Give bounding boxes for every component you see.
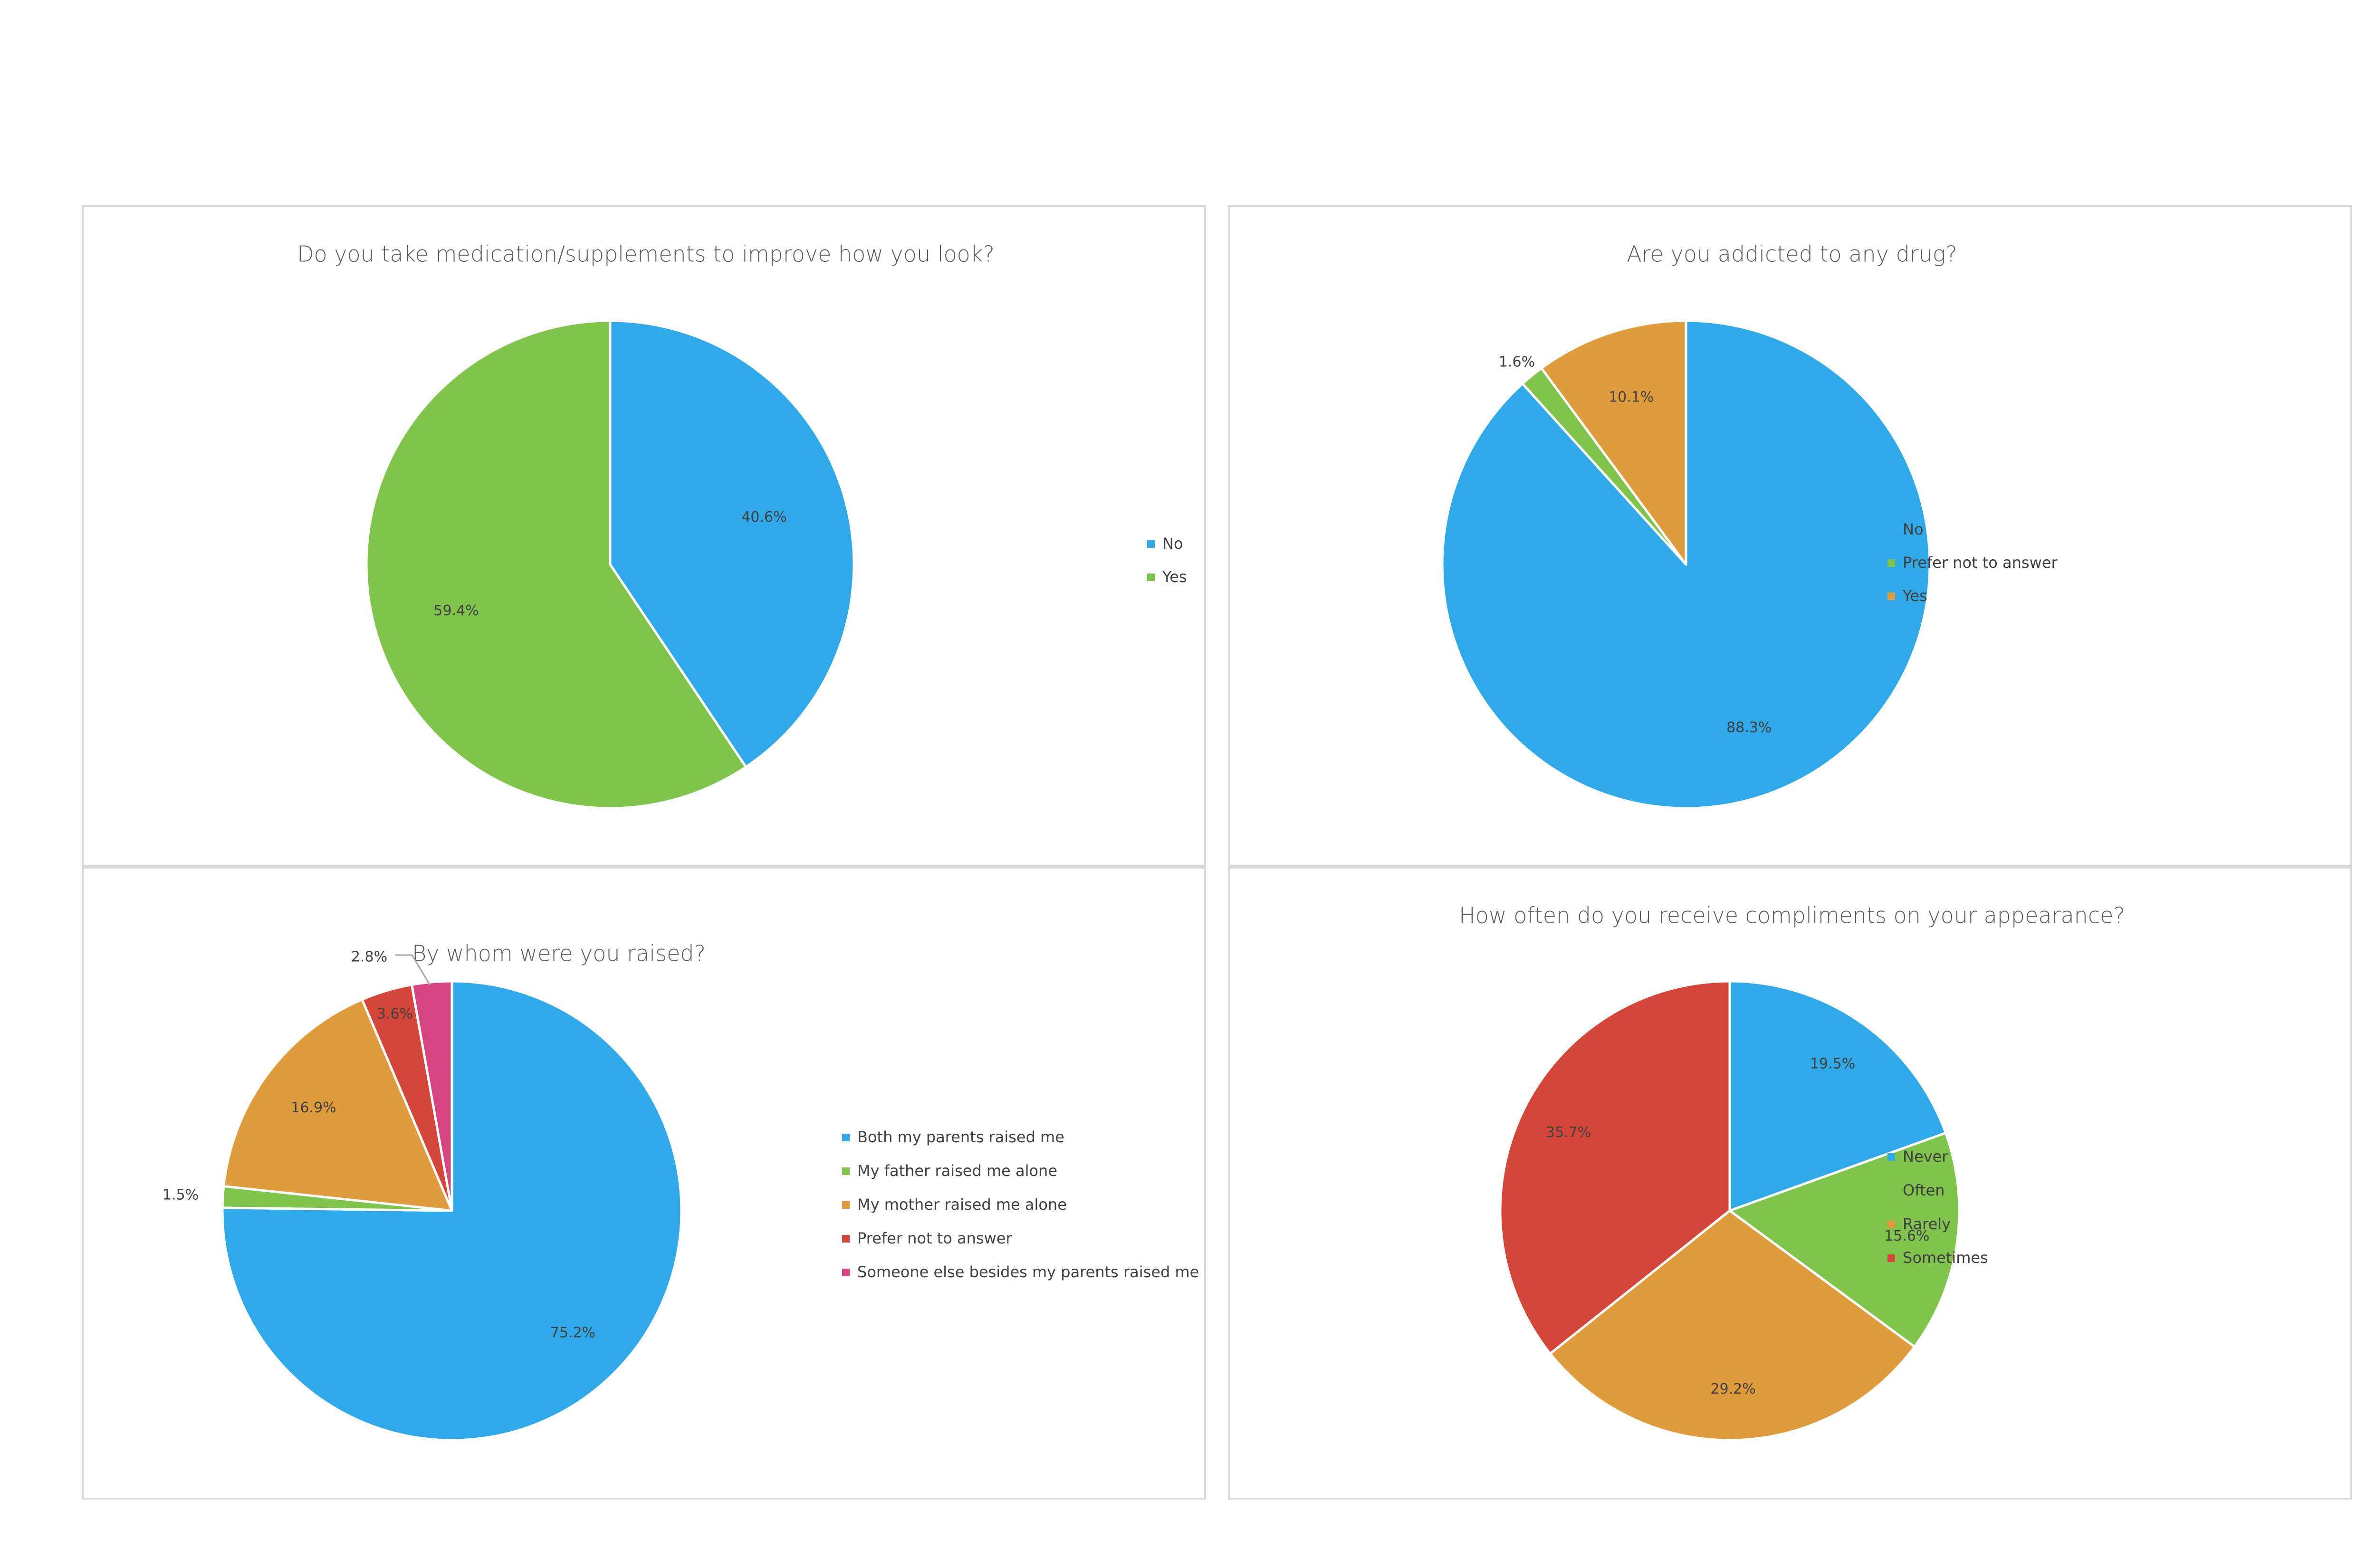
legend-label-someone-else-besides-my-parents-raised-me: Someone else besides my parents raised m… (857, 1263, 1199, 1281)
pie-slice-rarely (1549, 1209, 1916, 1442)
data-label-someone-else-besides-my-parents-raised-me: 2.8% (351, 949, 387, 966)
legend-swatch-prefer-not-to-answer (842, 1235, 850, 1243)
leader-line (395, 954, 431, 985)
legend-label-my-father-raised-me-alone: My father raised me alone (857, 1162, 1057, 1180)
legend-label-no: No (1162, 535, 1183, 553)
chart-panel-compliments: How often do you receive compliments on … (1228, 867, 2352, 1500)
chart-title: Do you take medication/supplements to im… (297, 241, 995, 267)
pie-slice-no (1441, 319, 1931, 810)
pie-slice-never (1728, 980, 1947, 1212)
data-label-never: 19.5% (1810, 1055, 1855, 1072)
chart-panel-addiction: Are you addicted to any drug? 88.3% 1.6% 10… (1228, 205, 2352, 867)
legend-swatch-no (1147, 540, 1155, 548)
chart-title: Are you addicted to any drug? (1627, 241, 1957, 267)
chart-panel-raised: By whom were you raised? 75.2% 1.5% 16.9% 3.… (82, 867, 1206, 1500)
pie-slice-my-mother-raised-me-alone (222, 998, 453, 1212)
legend-label-prefer-not-to-answer: Prefer not to answer (857, 1229, 1012, 1247)
legend-label-my-mother-raised-me-alone: My mother raised me alone (857, 1195, 1067, 1214)
data-label-my-father-raised-me-alone: 1.5% (163, 1187, 199, 1204)
data-label-no: 88.3% (1726, 719, 1772, 736)
legend-label-never: Never (1903, 1147, 1948, 1166)
pie-slice-yes (1540, 319, 1687, 566)
legend-swatch-my-mother-raised-me-alone (842, 1201, 850, 1209)
legend-swatch-yes (1147, 574, 1155, 581)
legend-swatch-rarely (1887, 1221, 1895, 1228)
chart-title: How often do you receive compliments on … (1459, 902, 2125, 928)
pie-chart-medication: Do you take medication/supplements to im… (297, 241, 1187, 810)
legend-swatch-often (1887, 1187, 1895, 1195)
legend-label-often: Often (1903, 1181, 1945, 1199)
legend-label-sometimes: Sometimes (1903, 1249, 1988, 1267)
legend-swatch-yes (1887, 593, 1895, 600)
data-label-yes: 59.4% (433, 602, 479, 619)
legend-label-yes: Yes (1162, 568, 1187, 586)
legend-swatch-my-father-raised-me-alone (842, 1167, 850, 1175)
pie-slice-no (609, 319, 855, 768)
pie-slice-yes (365, 319, 747, 810)
data-label-yes: 10.1% (1609, 389, 1654, 406)
pie-chart-raised: By whom were you raised? 75.2% 1.5% 16.9% 3.… (163, 940, 1199, 1442)
data-label-often: 15.6% (1884, 1228, 1929, 1244)
legend-swatch-no (1887, 526, 1895, 534)
legend-swatch-prefer-not-to-answer (1887, 559, 1895, 567)
legend-swatch-someone-else-besides-my-parents-raised-me (842, 1269, 850, 1276)
data-label-rarely: 29.2% (1710, 1381, 1755, 1397)
legend-swatch-both-my-parents-raised-me (842, 1134, 850, 1141)
pie-slice-sometimes (1499, 980, 1731, 1355)
legend-label-both-my-parents-raised-me: Both my parents raised me (857, 1128, 1064, 1146)
pie-slice-both-my-parents-raised-me (221, 980, 683, 1442)
data-label-prefer-not-to-answer: 1.6% (1499, 354, 1535, 371)
pie-chart-compliments: How often do you receive compliments on … (1459, 902, 2125, 1442)
pie-slice-someone-else-besides-my-parents-raised-me (410, 980, 453, 1212)
data-label-sometimes: 35.7% (1546, 1124, 1591, 1141)
legend-swatch-never (1887, 1153, 1895, 1161)
data-label-my-mother-raised-me-alone: 16.9% (291, 1100, 336, 1116)
legend-label-rarely: Rarely (1903, 1215, 1951, 1233)
legend-label-yes: Yes (1902, 587, 1927, 605)
legend-label-no: No (1903, 520, 1924, 538)
legend-swatch-sometimes (1887, 1254, 1895, 1262)
data-label-prefer-not-to-answer: 3.6% (377, 1006, 413, 1023)
pie-chart-addiction: Are you addicted to any drug? 88.3% 1.6% 10… (1441, 241, 2058, 810)
data-label-both-my-parents-raised-me: 75.2% (550, 1324, 595, 1341)
pie-slice-often (1728, 1131, 1961, 1348)
chart-panel-medication: Do you take medication/supplements to im… (82, 205, 1206, 867)
legend-label-prefer-not-to-answer: Prefer not to answer (1903, 554, 2058, 572)
data-label-no: 40.6% (741, 509, 786, 526)
chart-title: By whom were you raised? (412, 940, 706, 966)
